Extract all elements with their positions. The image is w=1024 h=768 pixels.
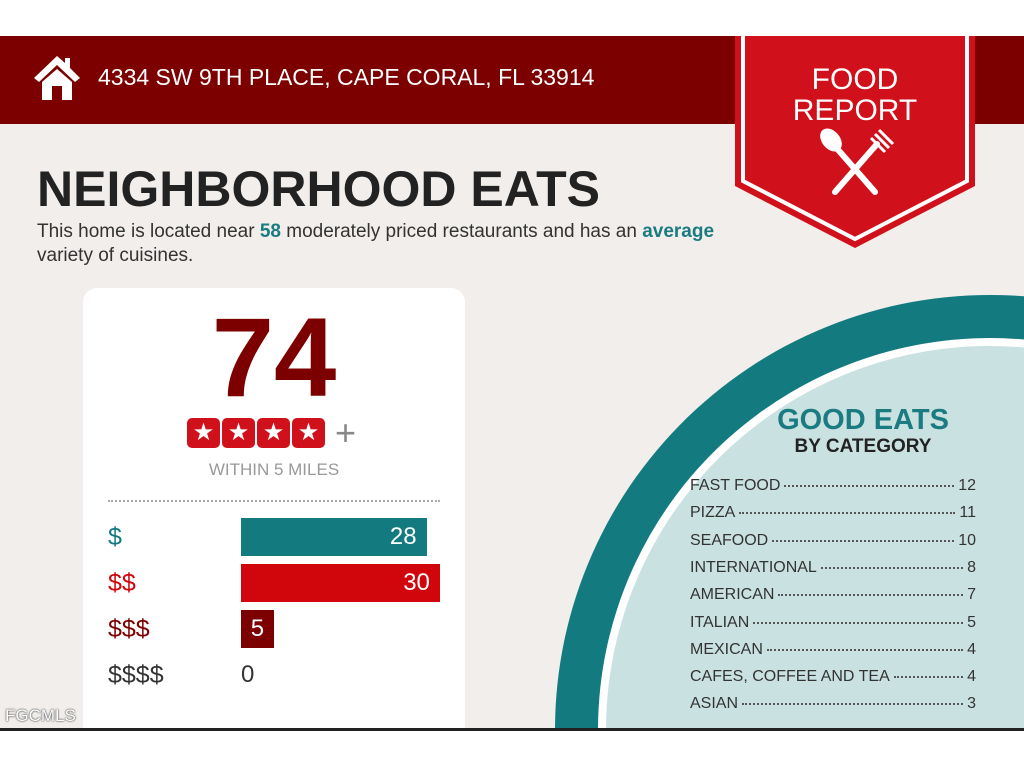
food-report-label: FOOD REPORT	[735, 64, 975, 126]
description-text: This home is located near	[37, 221, 260, 242]
price-bar: 28	[241, 518, 427, 556]
home-icon	[34, 56, 80, 100]
price-row: $$$ 5	[108, 610, 448, 650]
category-count: 7	[967, 586, 976, 604]
category-count: 4	[967, 668, 976, 686]
variety-level: average	[642, 221, 715, 242]
dot-leader	[739, 512, 956, 515]
badge-line-1: FOOD	[811, 63, 899, 96]
food-report-infographic: 4334 SW 9TH PLACE, CAPE CORAL, FL 33914 …	[0, 36, 1024, 728]
description: This home is located near 58 moderately …	[37, 220, 737, 268]
restaurant-count: 58	[259, 221, 281, 242]
price-label: $	[108, 523, 122, 551]
category-count: 4	[967, 640, 976, 658]
price-row: $28	[108, 518, 448, 558]
category-item: ASIAN 3	[690, 695, 976, 713]
category-count: 8	[967, 558, 976, 576]
category-count: 5	[967, 613, 976, 631]
star-icon: ★	[187, 418, 220, 448]
category-name: FAST FOOD	[690, 477, 781, 494]
dot-leader	[753, 621, 964, 624]
category-name: SEAFOOD	[690, 531, 769, 549]
dot-leader	[766, 648, 964, 651]
star-icon: ★	[257, 418, 290, 448]
star-rating: ★ ★ ★ ★ +	[187, 412, 357, 453]
category-name: MEXICAN	[690, 640, 763, 658]
dot-leader	[742, 703, 964, 706]
star-icon: ★	[292, 418, 325, 448]
category-name: AMERICAN	[690, 586, 775, 604]
price-label: $$	[108, 569, 136, 597]
good-eats-subtitle: BY CATEGORY	[794, 436, 932, 457]
dot-leader	[820, 566, 964, 569]
category-name: PIZZA	[690, 504, 736, 522]
food-report-badge	[735, 36, 975, 248]
description-text: moderately priced restaurants and has an	[280, 221, 643, 242]
star-icon: ★	[222, 418, 255, 448]
category-item: FAST FOOD 12	[690, 477, 976, 495]
score-card: 74 ★ ★ ★ ★ + WITHIN 5 MILES $28 $$ 30 $$$ 5 $…	[83, 288, 465, 728]
category-count: 11	[959, 504, 976, 522]
badge-line-2: REPORT	[792, 94, 918, 127]
dot-leader	[784, 485, 955, 487]
category-item: MEXICAN 4	[690, 641, 976, 659]
category-item: INTERNATIONAL 8	[690, 559, 976, 577]
radius-label: WITHIN 5 MILES	[208, 460, 340, 479]
price-bar: 5	[241, 610, 275, 648]
price-label: $$$	[108, 615, 150, 643]
plate-graphic	[555, 294, 1024, 728]
category-count: 12	[958, 477, 976, 494]
price-row: $$ 30	[108, 564, 448, 604]
category-item: ITALIAN 5	[690, 614, 976, 632]
category-item: PIZZA 11	[690, 504, 976, 522]
category-name: CAFES, COFFEE AND TEA	[690, 668, 890, 686]
dot-leader	[893, 676, 964, 679]
category-item: AMERICAN 7	[690, 586, 976, 604]
price-label: $$$$	[108, 661, 164, 689]
divider	[108, 500, 440, 502]
plus-sign: +	[335, 412, 357, 453]
dot-leader	[772, 539, 955, 542]
watermark: FGCMLS	[5, 706, 76, 725]
price-bar: 0	[241, 661, 255, 688]
category-item: CAFES, COFFEE AND TEA 4	[690, 668, 976, 686]
plate-center	[606, 345, 1024, 728]
category-count: 3	[967, 695, 976, 713]
good-eats-title: GOOD EATS	[777, 404, 949, 436]
category-name: INTERNATIONAL	[690, 558, 817, 576]
category-count: 10	[958, 531, 976, 549]
page-title: NEIGHBORHOOD EATS	[37, 161, 600, 217]
category-name: ASIAN	[690, 695, 739, 713]
address: 4334 SW 9TH PLACE, CAPE CORAL, FL 33914	[98, 64, 595, 90]
price-bar: 30	[241, 564, 440, 602]
price-row: $$$$ 0	[108, 656, 448, 696]
spoon-fork-icon	[820, 128, 895, 195]
bottom-border	[0, 728, 1024, 731]
category-name: ITALIAN	[690, 613, 750, 631]
category-item: SEAFOOD 10	[690, 532, 976, 550]
score: 74	[211, 295, 337, 420]
dot-leader	[778, 594, 964, 597]
description-text: variety of cuisines.	[37, 245, 194, 266]
